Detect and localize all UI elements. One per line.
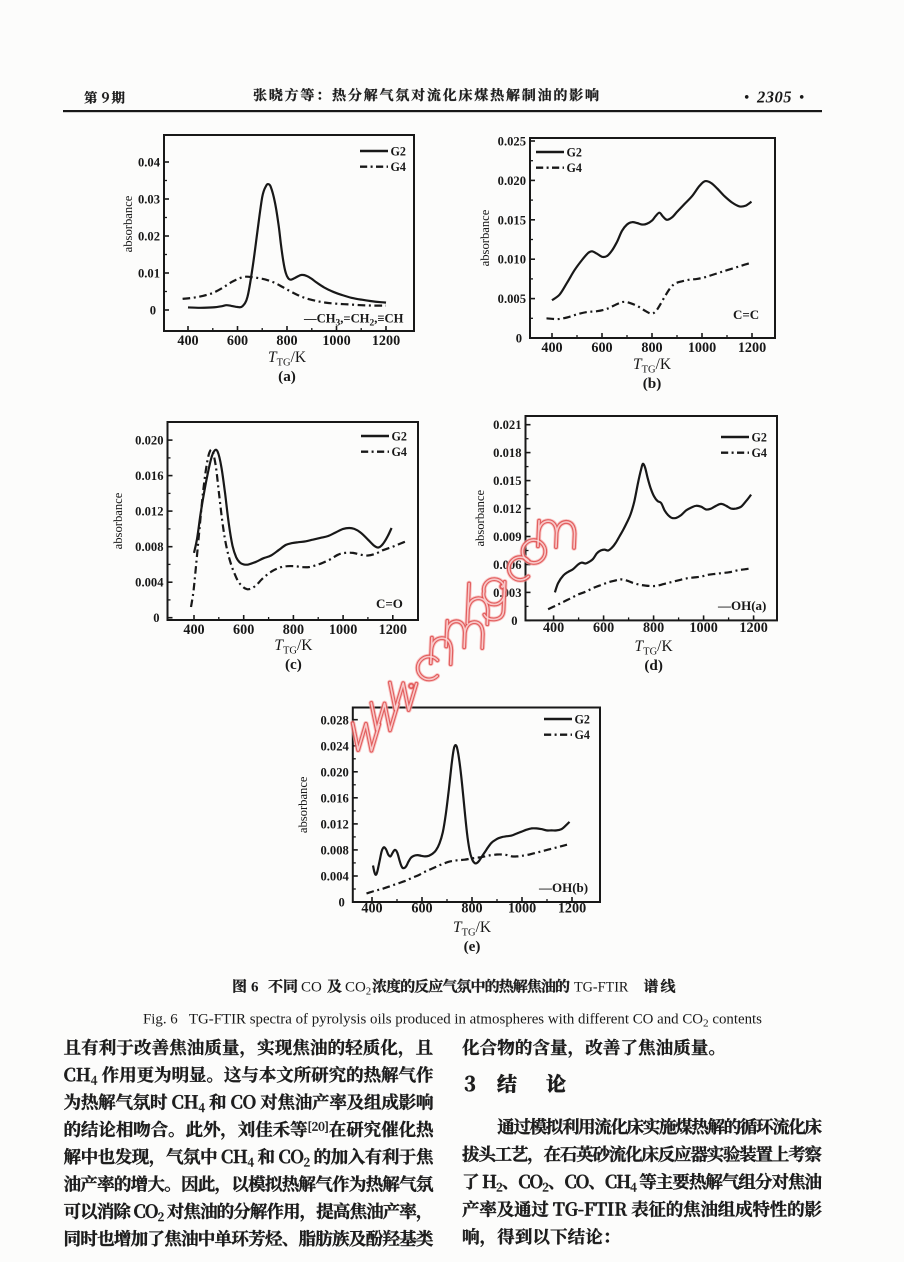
svg-text:—OH(b): —OH(b)	[538, 880, 588, 895]
svg-text:(a): (a)	[278, 368, 296, 385]
svg-text:0.018: 0.018	[493, 446, 521, 460]
svg-text:G4: G4	[567, 161, 582, 175]
svg-text:(e): (e)	[464, 938, 481, 955]
svg-text:0.03: 0.03	[138, 193, 160, 207]
svg-text:TTG/K: TTG/K	[633, 356, 672, 376]
svg-text:400: 400	[541, 340, 562, 356]
svg-text:G4: G4	[575, 728, 590, 742]
svg-text:absorbance: absorbance	[473, 489, 487, 546]
svg-text:TTG/K: TTG/K	[453, 919, 492, 939]
svg-text:C=O: C=O	[376, 596, 403, 611]
svg-text:2305: 2305	[756, 88, 792, 107]
svg-text:600: 600	[591, 340, 612, 356]
svg-text:800: 800	[461, 901, 482, 917]
svg-text:400: 400	[543, 620, 564, 636]
svg-text:0: 0	[339, 896, 345, 910]
svg-text:0.028: 0.028	[320, 713, 348, 727]
svg-text:0.010: 0.010	[498, 253, 526, 267]
svg-text:800: 800	[643, 620, 664, 636]
svg-text:0.005: 0.005	[498, 292, 526, 306]
svg-text:G4: G4	[752, 446, 767, 460]
svg-text:—CH3,=CH2,≡CH: —CH3,=CH2,≡CH	[303, 312, 404, 329]
svg-text:0.020: 0.020	[498, 174, 526, 188]
svg-text:0.016: 0.016	[320, 791, 348, 805]
svg-text:800: 800	[283, 622, 304, 638]
svg-text:0.008: 0.008	[135, 540, 163, 554]
svg-text:0.01: 0.01	[138, 267, 160, 281]
svg-text:400: 400	[361, 901, 382, 917]
svg-text:0: 0	[516, 332, 522, 346]
svg-text:G2: G2	[575, 712, 590, 726]
svg-text:600: 600	[227, 333, 248, 349]
svg-text:400: 400	[183, 622, 204, 638]
svg-text:0.009: 0.009	[493, 530, 521, 544]
svg-text:TTG/K: TTG/K	[635, 638, 674, 658]
svg-text:1000: 1000	[508, 901, 536, 917]
svg-text:0.015: 0.015	[498, 213, 526, 227]
svg-text:1200: 1200	[372, 333, 400, 349]
svg-text:(d): (d)	[644, 657, 663, 674]
svg-text:CO: CO	[301, 980, 322, 996]
svg-text:0.020: 0.020	[135, 434, 163, 448]
svg-text:0.004: 0.004	[135, 576, 164, 590]
svg-text:•: •	[744, 90, 749, 107]
svg-text:0.02: 0.02	[138, 230, 160, 244]
svg-text:absorbance: absorbance	[296, 776, 310, 833]
svg-text:CO2: CO2	[345, 980, 371, 998]
svg-text:0.012: 0.012	[493, 502, 521, 516]
svg-text:G2: G2	[391, 144, 406, 158]
svg-text:1000: 1000	[688, 340, 716, 356]
svg-text:0.012: 0.012	[320, 817, 348, 831]
svg-text:—OH(a): —OH(a)	[717, 598, 766, 613]
svg-text:600: 600	[411, 901, 432, 917]
svg-text:0: 0	[150, 304, 156, 318]
svg-text:1000: 1000	[329, 622, 357, 638]
svg-text:600: 600	[233, 622, 254, 638]
svg-text:1000: 1000	[322, 333, 350, 349]
svg-text:600: 600	[593, 620, 614, 636]
svg-text:0.020: 0.020	[320, 765, 348, 779]
svg-text:1200: 1200	[379, 622, 407, 638]
svg-text:1200: 1200	[738, 340, 766, 356]
svg-text:G2: G2	[567, 145, 582, 159]
svg-text:0.025: 0.025	[498, 135, 526, 149]
svg-text:C=C: C=C	[733, 307, 759, 322]
svg-text:TTG/K: TTG/K	[274, 637, 313, 657]
svg-text:800: 800	[641, 340, 662, 356]
svg-text:absorbance: absorbance	[121, 195, 135, 252]
svg-text:0: 0	[511, 614, 517, 628]
svg-text:400: 400	[177, 333, 198, 349]
svg-text:G4: G4	[391, 160, 406, 174]
svg-text:TTG/K: TTG/K	[268, 349, 307, 369]
svg-text:Fig. 6 TG-FTIR spectra of py: Fig. 6 TG-FTIR spectra of pyrolysis oils…	[143, 1012, 762, 1030]
svg-text:G2: G2	[752, 430, 767, 444]
svg-text:0.004: 0.004	[320, 870, 349, 884]
svg-text:0: 0	[153, 611, 159, 625]
svg-text:0.016: 0.016	[135, 469, 163, 483]
svg-text:absorbance: absorbance	[478, 209, 492, 266]
svg-text:0.024: 0.024	[320, 739, 349, 753]
svg-text:0.021: 0.021	[493, 418, 521, 432]
svg-text:0.012: 0.012	[135, 505, 163, 519]
svg-text:TG-FTIR: TG-FTIR	[574, 980, 629, 996]
svg-text:800: 800	[276, 333, 297, 349]
svg-text:1000: 1000	[689, 620, 717, 636]
svg-text:0.008: 0.008	[320, 844, 348, 858]
svg-text:•: •	[799, 90, 804, 107]
svg-text:(b): (b)	[643, 375, 662, 392]
svg-text:6: 6	[251, 980, 259, 996]
svg-text:1200: 1200	[558, 901, 586, 917]
svg-text:G2: G2	[392, 429, 407, 443]
svg-text:(c): (c)	[285, 656, 302, 673]
svg-text:0.015: 0.015	[493, 474, 521, 488]
svg-text:1200: 1200	[739, 620, 767, 636]
svg-text:absorbance: absorbance	[111, 492, 125, 549]
svg-text:0.04: 0.04	[138, 156, 161, 170]
svg-text:G4: G4	[392, 445, 407, 459]
